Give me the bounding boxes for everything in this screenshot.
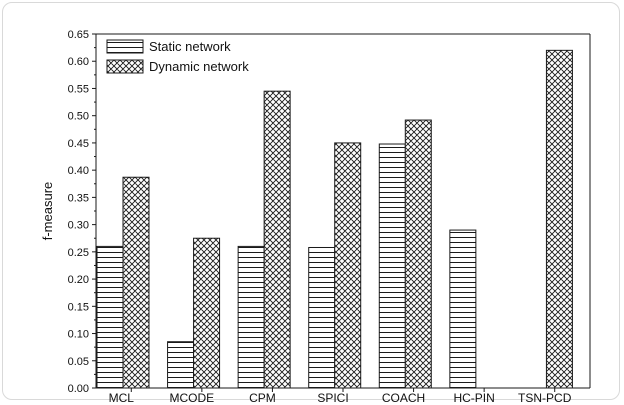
x-tick-label: SPICI	[317, 391, 348, 405]
bars-group	[96, 49, 573, 389]
legend-swatch-static	[106, 39, 144, 54]
legend: Static network Dynamic network	[106, 39, 249, 74]
bar-cpm-static	[237, 245, 265, 389]
x-tick-label: COACH	[382, 391, 425, 405]
y-tick-label: 0.60	[68, 56, 89, 68]
legend-swatch-dynamic	[106, 59, 144, 74]
y-tick-label: 0.30	[68, 220, 89, 232]
bar-hc-pin-static	[449, 229, 477, 389]
y-tick-label: 0.35	[68, 192, 89, 204]
x-tick-label: CPM	[249, 391, 276, 405]
bar-coach-dynamic	[404, 119, 432, 389]
bar-mcode-dynamic	[193, 237, 221, 389]
y-tick-label: 0.45	[68, 138, 89, 150]
bar-spici-static	[308, 246, 336, 389]
legend-label-static: Static network	[149, 39, 231, 54]
y-tick-label: 0.00	[68, 383, 89, 395]
y-tick-label: 0.65	[68, 29, 89, 41]
y-tick-label: 0.25	[68, 247, 89, 259]
x-tick-label: MCODE	[170, 391, 215, 405]
axes-group: 0.00 0.05 0.10 0.15 0.20 0.25 0.30 0.35 0.40 0.45…	[40, 29, 591, 405]
y-tick-label: 0.15	[68, 301, 89, 313]
bar-cpm-dynamic	[263, 90, 291, 389]
bar-coach-static	[378, 143, 406, 389]
y-tick-label: 0.20	[68, 274, 89, 286]
y-tick-label: 0.40	[68, 165, 89, 177]
bar-spici-dynamic	[334, 142, 362, 389]
x-tick-label: HC-PIN	[453, 391, 494, 405]
y-tick-label: 0.10	[68, 329, 89, 341]
legend-label-dynamic: Dynamic network	[149, 59, 249, 74]
bar-mcl-static	[96, 245, 124, 389]
figure-frame	[2, 2, 620, 400]
y-tick-label: 0.50	[68, 111, 89, 123]
bar-tsn-pcd-dynamic	[545, 49, 573, 389]
y-axis-title: f-measure	[40, 182, 55, 241]
x-tick-label: TSN-PCD	[518, 391, 572, 405]
y-tick-label: 0.05	[68, 356, 89, 368]
y-tick-label: 0.55	[68, 83, 89, 95]
bar-mcode-static	[167, 341, 195, 389]
x-tick-label: MCL	[109, 391, 135, 405]
bar-mcl-dynamic	[122, 176, 150, 389]
